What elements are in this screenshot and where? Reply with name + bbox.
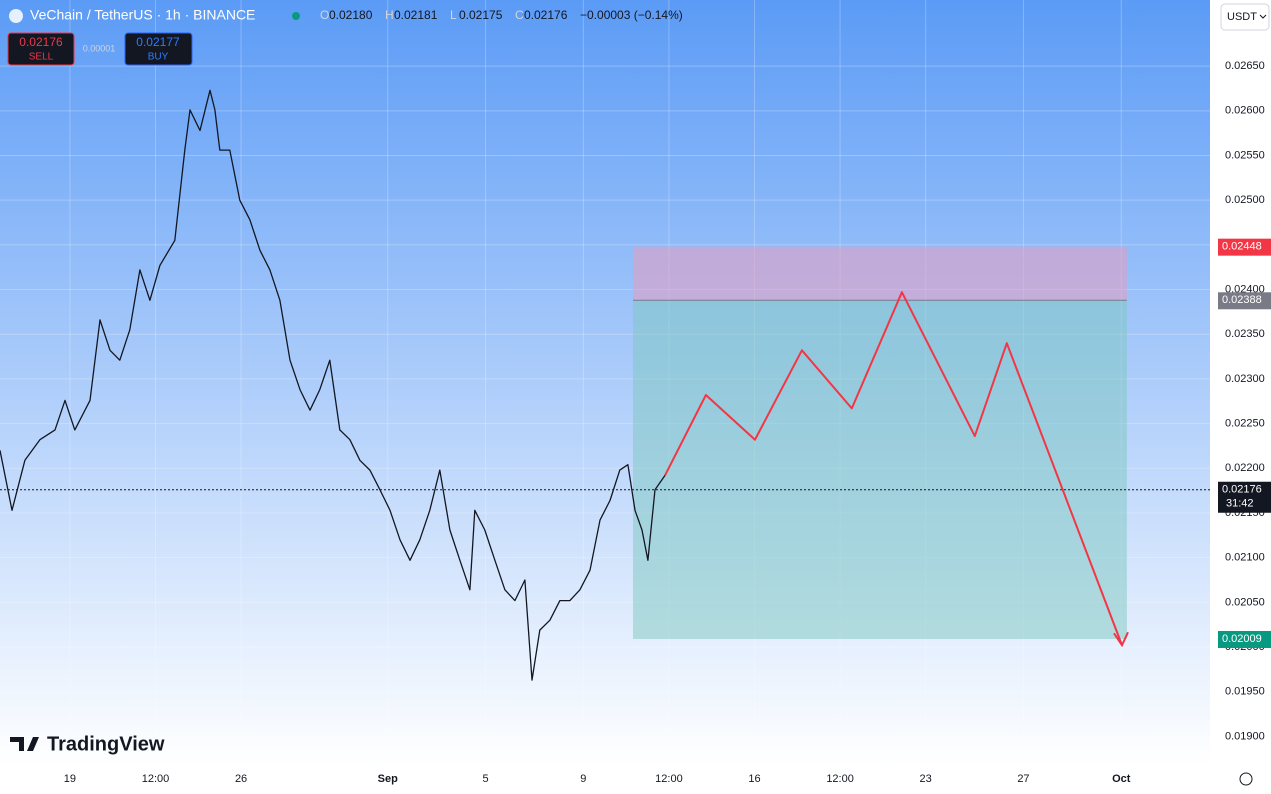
y-tick-label: 0.02200 bbox=[1225, 462, 1265, 474]
stop-zone bbox=[632, 246, 1127, 301]
axes: 0.019000.019500.020000.020500.021000.021… bbox=[64, 60, 1271, 785]
symbol-icon bbox=[9, 9, 23, 23]
y-tick-label: 0.02550 bbox=[1225, 149, 1265, 161]
ohlc-key: H bbox=[385, 8, 394, 22]
price-tag bbox=[1218, 238, 1271, 256]
settings-icon[interactable] bbox=[1239, 772, 1253, 786]
change: −0.00003 (−0.14%) bbox=[580, 8, 683, 22]
status-dot bbox=[292, 12, 300, 20]
target-zone bbox=[632, 300, 1127, 639]
symbol: VeChain / TetherUS · 1h · BINANCE bbox=[30, 7, 255, 23]
y-tick-label: 0.02600 bbox=[1225, 105, 1265, 117]
y-tick-label: 0.02350 bbox=[1225, 328, 1265, 340]
x-tick-label: 12:00 bbox=[826, 773, 854, 785]
ohlc-key: O bbox=[320, 8, 329, 22]
x-tick-label: 19 bbox=[64, 773, 76, 785]
price-tag bbox=[1218, 481, 1271, 513]
ohlc-value: 0.02176 bbox=[524, 8, 568, 22]
price-line bbox=[0, 89, 666, 681]
arrow-head bbox=[1113, 631, 1129, 648]
x-tick-label: Oct bbox=[1112, 773, 1131, 785]
sell-price: 0.02176 bbox=[19, 35, 63, 49]
y-tick-label: 0.02650 bbox=[1225, 60, 1265, 72]
ohlc-value: 0.02175 bbox=[459, 8, 503, 22]
ohlc-key: L bbox=[450, 8, 457, 22]
x-tick-label: 12:00 bbox=[142, 773, 170, 785]
dropdown-arrow bbox=[1259, 14, 1267, 19]
brand-logo bbox=[10, 737, 39, 751]
countdown: 31:42 bbox=[1226, 498, 1254, 510]
x-tick-label: 12:00 bbox=[655, 773, 683, 785]
price-tag-label: 0.02388 bbox=[1222, 294, 1262, 306]
y-tick-label: 0.02100 bbox=[1225, 552, 1265, 564]
y-tick-label: 0.02500 bbox=[1225, 194, 1265, 206]
projection-line bbox=[664, 291, 1123, 646]
price-tag bbox=[1218, 292, 1271, 310]
spread: 0.00001 bbox=[83, 43, 116, 53]
currency-button[interactable] bbox=[1220, 3, 1270, 31]
ohlc: O 0.02180 H 0.02181 L 0.02175 C 0.02176 −0.00003… bbox=[320, 8, 683, 22]
price-tag-label: 0.02448 bbox=[1222, 241, 1262, 253]
y-tick-label: 0.02300 bbox=[1225, 373, 1265, 385]
x-tick-label: 5 bbox=[483, 773, 489, 785]
buy-price: 0.02177 bbox=[136, 35, 180, 49]
time-axis bbox=[0, 765, 1210, 794]
ohlc-value: 0.02181 bbox=[394, 8, 438, 22]
y-tick-label: 0.02250 bbox=[1225, 418, 1265, 430]
x-tick-label: 16 bbox=[748, 773, 760, 785]
sell-button[interactable] bbox=[7, 32, 75, 66]
currency: USDT bbox=[1227, 11, 1257, 23]
buy-button[interactable] bbox=[124, 32, 193, 66]
price-tag-label: 0.02009 bbox=[1222, 633, 1262, 645]
x-tick-label: 26 bbox=[235, 773, 247, 785]
x-tick-label: Sep bbox=[378, 773, 398, 785]
price-tag-label: 0.02176 bbox=[1222, 484, 1262, 496]
brand: TradingView bbox=[47, 733, 165, 755]
sell-label: SELL bbox=[29, 52, 54, 63]
x-tick-label: 27 bbox=[1017, 773, 1029, 785]
price-axis bbox=[1210, 0, 1271, 794]
y-tick-label: 0.01900 bbox=[1225, 730, 1265, 742]
x-tick-label: 9 bbox=[580, 773, 586, 785]
ohlc-value: 0.02180 bbox=[329, 8, 373, 22]
x-tick-label: 23 bbox=[920, 773, 932, 785]
ohlc-key: C bbox=[515, 8, 524, 22]
buy-label: BUY bbox=[148, 52, 169, 63]
price-tag bbox=[1218, 630, 1271, 648]
marks bbox=[0, 89, 1210, 681]
y-tick-label: 0.02050 bbox=[1225, 596, 1265, 608]
y-tick-label: 0.01950 bbox=[1225, 686, 1265, 698]
